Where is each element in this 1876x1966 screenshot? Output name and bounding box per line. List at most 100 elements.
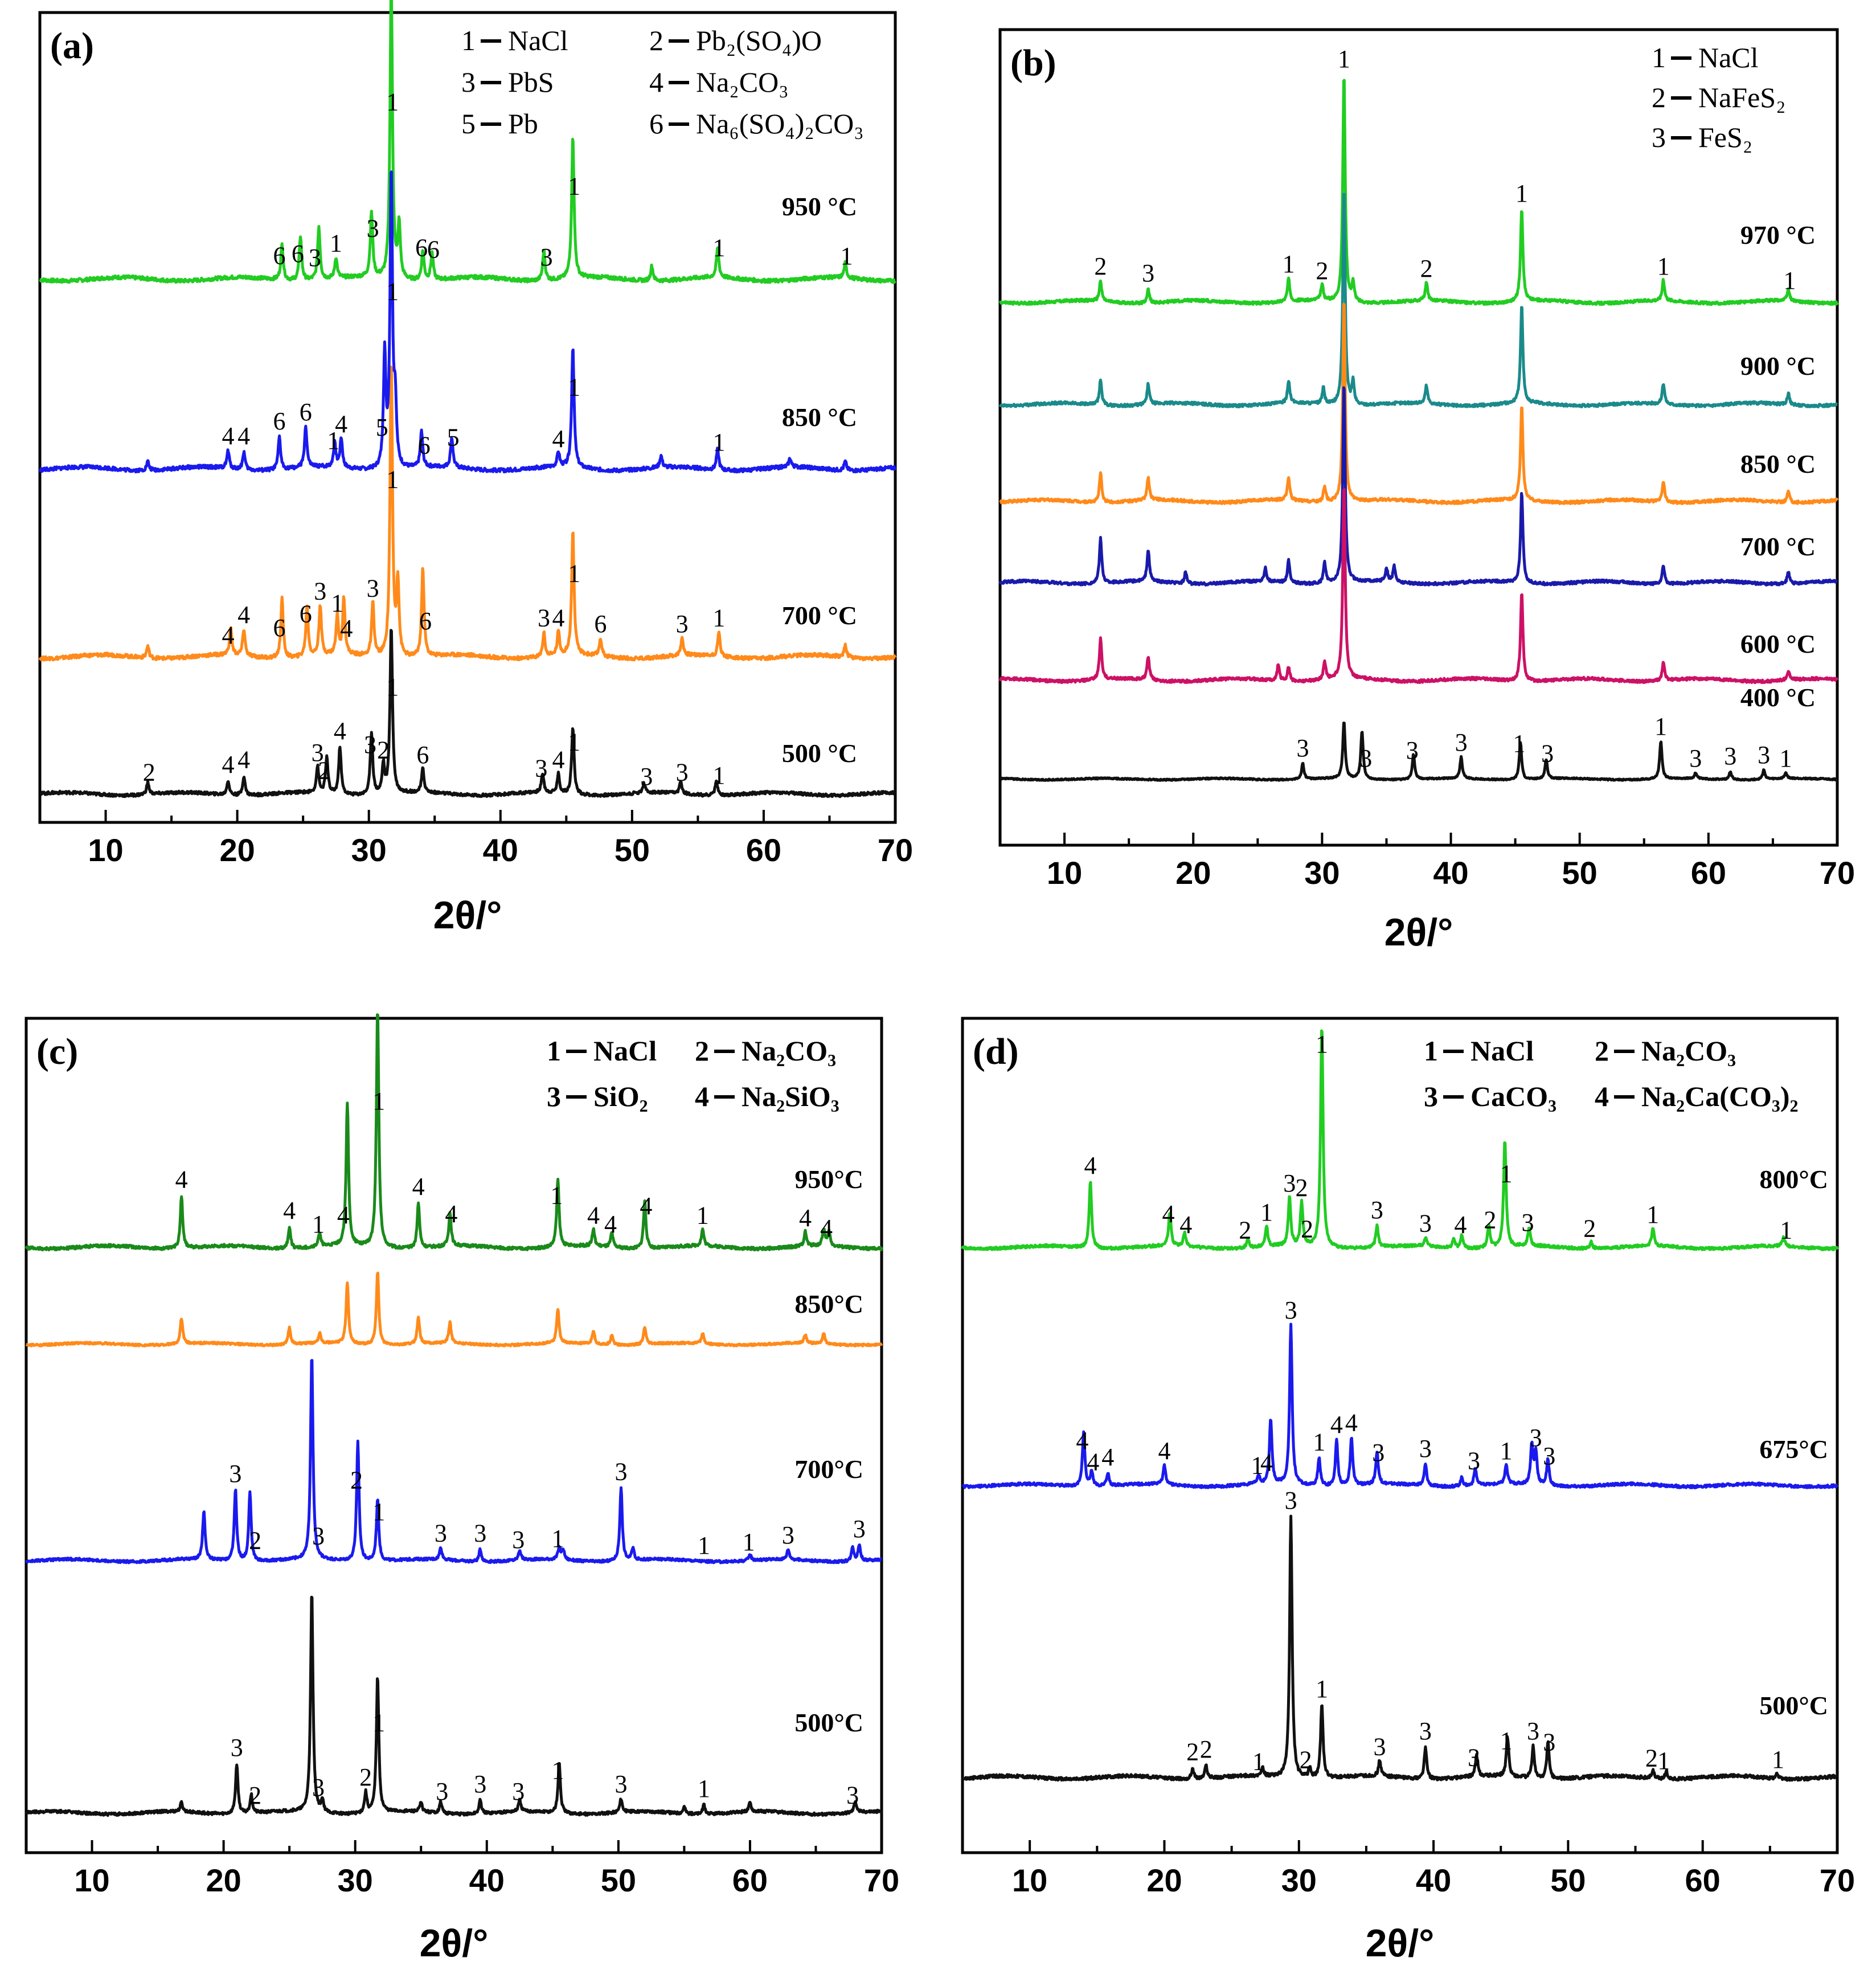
- panel-label: (d): [973, 1031, 1019, 1072]
- peak-label: 4: [283, 1197, 296, 1224]
- peak-label: 1: [386, 277, 399, 305]
- peak-label: 6: [300, 398, 312, 426]
- series-2: 700 °C4 46 614 516 5 411: [38, 170, 897, 630]
- x-tick-label: 40: [469, 1862, 505, 1898]
- peak-label: 2: [1200, 1735, 1213, 1763]
- peak-label: 4: [337, 1201, 350, 1229]
- peak-label: 2: [1583, 1215, 1596, 1243]
- legend-item: 5 Pb: [461, 108, 538, 140]
- peak-label: 3: [1527, 1717, 1539, 1745]
- series-temperature-label: 850°C: [794, 1289, 863, 1318]
- peak-label: 3: [1521, 1209, 1534, 1236]
- peak-label: 1: [1316, 1030, 1328, 1058]
- legend-phase: NaCl: [593, 1035, 657, 1067]
- peak-label: 1: [1316, 1675, 1328, 1703]
- peak-label: 3: [1285, 1296, 1297, 1324]
- series-line: [38, 170, 897, 474]
- legend-phase: SiO₂: [593, 1080, 648, 1112]
- plot-frame: [961, 1017, 1839, 1854]
- peak-label: 3: [229, 1460, 241, 1488]
- x-tick-label: 10: [1047, 855, 1082, 891]
- legend-number: 2: [695, 1035, 709, 1067]
- peak-label: 4: [237, 746, 250, 773]
- series-line: [998, 488, 1839, 685]
- peak-label: 1: [697, 1202, 709, 1230]
- peak-label: 1: [712, 761, 725, 789]
- series-temperature-label: 600 °C: [1740, 629, 1816, 658]
- peak-label: 3: [1468, 1447, 1480, 1474]
- series-3: 700 °C: [998, 386, 1838, 587]
- x-tick-label: 60: [732, 1862, 768, 1898]
- legend-phase: Na₂SiO₃: [742, 1080, 839, 1112]
- peak-label: 2: [1295, 1174, 1308, 1202]
- legend-phase: PbS: [508, 66, 554, 98]
- series-temperature-label: 700 °C: [782, 601, 857, 630]
- peak-label: 4: [1330, 1411, 1343, 1439]
- series-line: [961, 1322, 1838, 1489]
- peak-label: 3: [312, 1522, 325, 1550]
- peak-label: 4: [1087, 1448, 1099, 1476]
- peak-label: 3: [1543, 1442, 1555, 1470]
- chart-panel-d: 10 20 30 40 50 60 70 2θ/° (d) 1 NaCl 2 Na₂CO₃ 3 CaCO₃ 4…: [961, 1017, 1855, 1965]
- series-line: [25, 1359, 883, 1564]
- peak-label: 1: [1646, 1201, 1659, 1228]
- series-temperature-label: 970 °C: [1740, 220, 1816, 249]
- series-line: [39, 0, 896, 284]
- series-temperature-label: 675°C: [1759, 1435, 1828, 1464]
- series-line: [999, 722, 1838, 782]
- series-3: 500 °C2 4 4 324 3 216 3 413 3 1: [39, 629, 897, 798]
- peak-label: 1: [330, 230, 342, 257]
- peak-label: 4: [222, 751, 234, 779]
- peak-label: 3: [1468, 1743, 1480, 1771]
- peak-label: 4: [445, 1200, 457, 1228]
- x-tick-label: 60: [746, 832, 781, 868]
- legend-number: 3: [547, 1080, 561, 1112]
- peak-label: 4: [604, 1210, 617, 1238]
- peak-label: 3: [1374, 1732, 1386, 1760]
- peak-label: 1: [712, 428, 725, 456]
- peak-label: 1: [1260, 1198, 1273, 1226]
- peak-label: 3: [312, 739, 324, 767]
- peak-label: 6: [416, 741, 429, 769]
- peak-label: 1: [1283, 250, 1295, 278]
- peak-label: 6: [418, 432, 431, 460]
- peak-label: 2: [1301, 1215, 1313, 1243]
- x-tick-label: 50: [615, 832, 650, 868]
- peak-label: 3: [846, 1781, 859, 1809]
- series-4: 600 °C: [998, 488, 1839, 685]
- legend-item: 3 CaCO₃: [1424, 1080, 1556, 1112]
- peak-label: 3: [1419, 1717, 1432, 1745]
- peak-label: 1: [712, 604, 725, 632]
- peak-label: 2: [249, 1781, 261, 1809]
- x-tick-label: 40: [1433, 855, 1468, 891]
- series-temperature-label: 900 °C: [1740, 351, 1816, 380]
- peak-label: 1: [1783, 267, 1796, 294]
- peak-label: 1: [568, 728, 580, 756]
- peak-label: 3: [1419, 1209, 1432, 1237]
- peak-label: 2: [143, 759, 155, 787]
- legend-number: 1: [547, 1035, 561, 1067]
- x-tick-label: 70: [1820, 1862, 1855, 1898]
- peak-label: 4: [237, 601, 250, 629]
- legend-item: 2 Na₂CO₃: [695, 1035, 836, 1067]
- peak-label: 3: [1724, 742, 1736, 770]
- peak-label: 1: [552, 1756, 564, 1784]
- series-temperature-label: 850 °C: [1740, 449, 1816, 478]
- peak-label: 2: [359, 1763, 372, 1791]
- peak-label: 2: [1094, 252, 1107, 280]
- peak-label: 5: [447, 424, 460, 452]
- peak-label: 4: [552, 604, 564, 632]
- peak-label: 3: [1543, 1729, 1555, 1756]
- peak-label: 6: [594, 610, 607, 638]
- peak-label: 3: [1530, 1424, 1542, 1452]
- legend-phase: NaCl: [1698, 42, 1759, 73]
- peak-label: 2: [318, 756, 330, 784]
- peak-label: 3: [1371, 1196, 1383, 1224]
- peak-label: 6: [292, 240, 304, 268]
- peak-label: 1: [841, 242, 853, 270]
- peak-label: 1: [698, 1775, 710, 1803]
- x-tick-label: 10: [1012, 1862, 1047, 1898]
